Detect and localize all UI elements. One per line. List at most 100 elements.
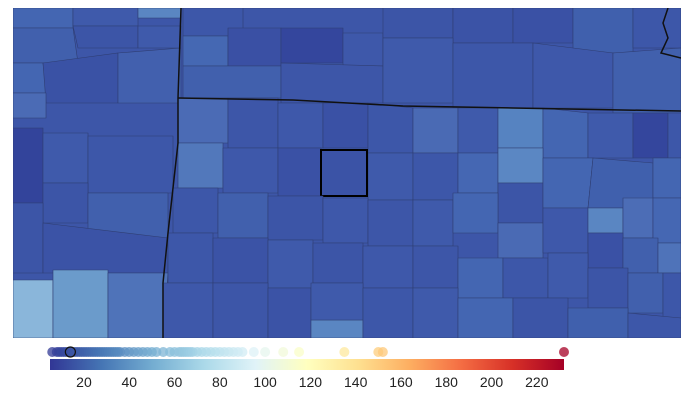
county[interactable] bbox=[322, 197, 369, 244]
county[interactable] bbox=[277, 147, 322, 197]
county[interactable] bbox=[13, 202, 44, 274]
county[interactable] bbox=[87, 135, 174, 194]
county[interactable] bbox=[412, 152, 459, 201]
county[interactable] bbox=[267, 287, 312, 338]
county[interactable] bbox=[310, 282, 364, 321]
county[interactable] bbox=[532, 42, 614, 109]
county[interactable] bbox=[312, 242, 364, 284]
county[interactable] bbox=[587, 207, 624, 234]
county[interactable] bbox=[212, 237, 269, 284]
county[interactable] bbox=[107, 272, 169, 338]
county[interactable] bbox=[497, 222, 544, 259]
county[interactable] bbox=[452, 42, 534, 109]
county[interactable] bbox=[137, 8, 182, 19]
county[interactable] bbox=[13, 8, 74, 29]
county[interactable] bbox=[457, 257, 504, 299]
legend-color-bar bbox=[50, 359, 564, 370]
county[interactable] bbox=[177, 97, 229, 144]
county[interactable] bbox=[367, 152, 414, 201]
county[interactable] bbox=[52, 269, 109, 338]
choropleth-map[interactable] bbox=[13, 8, 681, 338]
county[interactable] bbox=[497, 107, 544, 149]
county[interactable] bbox=[667, 112, 681, 159]
county[interactable] bbox=[342, 32, 384, 67]
county[interactable] bbox=[322, 102, 369, 149]
legend-dot bbox=[339, 347, 350, 357]
county[interactable] bbox=[412, 107, 459, 154]
county[interactable] bbox=[382, 37, 454, 104]
county[interactable] bbox=[72, 25, 139, 49]
county[interactable] bbox=[497, 147, 544, 184]
county[interactable] bbox=[412, 199, 454, 247]
county[interactable] bbox=[662, 272, 681, 319]
county[interactable] bbox=[632, 112, 669, 159]
county[interactable] bbox=[362, 287, 414, 338]
county[interactable] bbox=[13, 92, 47, 119]
county[interactable] bbox=[652, 197, 681, 244]
county[interactable] bbox=[42, 182, 89, 224]
county[interactable] bbox=[267, 195, 324, 241]
county[interactable] bbox=[13, 27, 79, 64]
county[interactable] bbox=[512, 297, 569, 338]
county[interactable] bbox=[452, 192, 499, 234]
county[interactable] bbox=[567, 307, 629, 338]
county[interactable] bbox=[542, 107, 589, 159]
county[interactable] bbox=[627, 312, 681, 338]
county[interactable] bbox=[162, 282, 214, 338]
county[interactable] bbox=[572, 8, 634, 54]
county[interactable] bbox=[627, 272, 664, 314]
county[interactable] bbox=[13, 279, 54, 338]
county[interactable] bbox=[167, 232, 214, 284]
legend-dot bbox=[260, 347, 271, 357]
legend-tick-label: 220 bbox=[525, 374, 549, 390]
county[interactable] bbox=[502, 257, 549, 299]
county[interactable] bbox=[457, 107, 499, 154]
county[interactable] bbox=[267, 239, 314, 289]
county[interactable] bbox=[217, 192, 269, 239]
county[interactable] bbox=[177, 142, 224, 189]
county[interactable] bbox=[497, 182, 544, 224]
county[interactable] bbox=[227, 27, 282, 67]
county[interactable] bbox=[280, 27, 344, 64]
selected-county[interactable] bbox=[320, 149, 368, 197]
county[interactable] bbox=[547, 252, 589, 299]
county[interactable] bbox=[622, 197, 654, 239]
county[interactable] bbox=[172, 187, 219, 234]
county[interactable] bbox=[182, 65, 282, 99]
county[interactable] bbox=[137, 25, 182, 49]
county[interactable] bbox=[362, 245, 414, 289]
county[interactable] bbox=[587, 232, 624, 269]
county[interactable] bbox=[457, 297, 514, 338]
county[interactable] bbox=[222, 147, 279, 194]
county[interactable] bbox=[13, 62, 47, 94]
county[interactable] bbox=[367, 102, 414, 154]
legend-tick-label: 60 bbox=[167, 374, 183, 390]
county[interactable] bbox=[367, 199, 414, 247]
county[interactable] bbox=[457, 152, 499, 194]
county[interactable] bbox=[117, 47, 182, 104]
county[interactable] bbox=[512, 8, 574, 44]
county[interactable] bbox=[277, 102, 324, 149]
county[interactable] bbox=[452, 8, 514, 44]
county[interactable] bbox=[587, 112, 634, 159]
county[interactable] bbox=[542, 157, 594, 209]
county[interactable] bbox=[42, 132, 89, 184]
county[interactable] bbox=[652, 157, 681, 199]
county[interactable] bbox=[72, 8, 139, 27]
county[interactable] bbox=[13, 127, 44, 204]
county[interactable] bbox=[382, 8, 454, 39]
county[interactable] bbox=[280, 62, 384, 104]
county[interactable] bbox=[542, 207, 589, 254]
county[interactable] bbox=[587, 267, 629, 309]
county[interactable] bbox=[182, 35, 229, 67]
county[interactable] bbox=[612, 47, 681, 114]
county[interactable] bbox=[632, 8, 681, 49]
county[interactable] bbox=[212, 282, 269, 338]
legend-tick-label: 180 bbox=[435, 374, 459, 390]
legend-tick-label: 120 bbox=[299, 374, 323, 390]
county[interactable] bbox=[227, 97, 279, 149]
county[interactable] bbox=[412, 245, 459, 289]
county[interactable] bbox=[310, 319, 364, 338]
county[interactable] bbox=[657, 242, 681, 274]
county[interactable] bbox=[412, 287, 459, 338]
